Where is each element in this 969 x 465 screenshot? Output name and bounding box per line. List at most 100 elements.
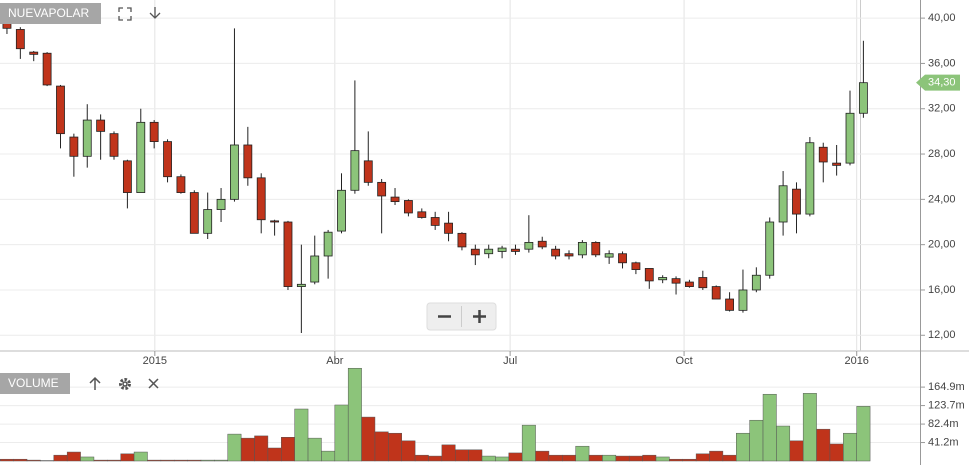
volume-bar bbox=[93, 459, 108, 462]
last-price-marker bbox=[916, 74, 960, 91]
candle-body bbox=[82, 119, 92, 157]
candle-body bbox=[604, 253, 614, 258]
volume-bar bbox=[829, 443, 844, 462]
volume-bar bbox=[173, 459, 188, 462]
settings-icon[interactable] bbox=[119, 378, 131, 390]
toolbar[interactable] bbox=[118, 7, 161, 21]
candle-body bbox=[725, 298, 734, 311]
candle-body bbox=[203, 209, 213, 234]
volume-bar bbox=[441, 444, 456, 462]
candle-body bbox=[792, 188, 801, 215]
candle-body bbox=[109, 133, 119, 157]
candle-body bbox=[564, 253, 574, 257]
y-tick-label: 36,00 bbox=[928, 57, 956, 69]
volume-bar bbox=[749, 419, 764, 462]
candle-body bbox=[511, 248, 520, 252]
y-tick-label: 32,00 bbox=[928, 103, 956, 115]
volume-bar bbox=[133, 451, 148, 462]
volume-bar bbox=[53, 454, 68, 462]
candle-body bbox=[176, 176, 186, 193]
volume-bar bbox=[361, 416, 376, 462]
x-tick-label: Oct bbox=[676, 355, 693, 367]
candle-body bbox=[323, 231, 333, 257]
marks: 34,30 bbox=[0, 12, 960, 462]
candle-body bbox=[350, 150, 360, 191]
volume-bar bbox=[856, 406, 871, 462]
candle-body bbox=[122, 160, 132, 193]
candle-body bbox=[658, 277, 668, 281]
candle-body bbox=[390, 196, 400, 203]
volume-bar bbox=[428, 455, 443, 462]
candle-body bbox=[430, 217, 440, 226]
grid: 2015 Abr Jul Oct 2016 12,00 16,00 20,00 24,00 28,… bbox=[0, 0, 965, 448]
volume-bar bbox=[521, 424, 536, 462]
candle-body bbox=[591, 241, 601, 256]
last-price-label: 34,30 bbox=[928, 77, 956, 89]
volume-bar bbox=[107, 459, 121, 462]
volume-bar bbox=[374, 431, 389, 462]
title-box: NUEVAPOLAR bbox=[0, 3, 101, 24]
candle-body bbox=[738, 289, 748, 311]
volume-bar bbox=[307, 437, 322, 462]
volume-tick-label: 164.9m bbox=[928, 381, 965, 393]
volume-bar bbox=[414, 454, 429, 462]
volume-bar bbox=[736, 432, 750, 462]
candle-body bbox=[671, 278, 681, 284]
volume-bar bbox=[535, 450, 550, 462]
candle-body bbox=[858, 82, 868, 114]
volume-bar bbox=[562, 454, 576, 462]
volume-bar bbox=[200, 459, 215, 462]
volume-bar bbox=[468, 449, 483, 462]
candle-body bbox=[243, 144, 253, 179]
volume-bar bbox=[80, 456, 95, 462]
zoom-controls[interactable] bbox=[426, 302, 497, 331]
candle-body bbox=[818, 146, 828, 163]
candle-body bbox=[417, 211, 427, 218]
candle-body bbox=[805, 142, 815, 215]
volume-bar bbox=[508, 452, 523, 462]
volume-bar bbox=[709, 450, 724, 462]
candle-body bbox=[189, 192, 199, 234]
volume-bar bbox=[816, 428, 831, 462]
candle-body bbox=[256, 177, 266, 221]
volume-bar bbox=[160, 459, 175, 462]
y-tick-label: 24,00 bbox=[928, 193, 956, 205]
candle-body bbox=[15, 29, 25, 50]
volume-tick-label: 123.7m bbox=[928, 399, 965, 411]
up-icon[interactable] bbox=[89, 376, 101, 390]
volume-bar bbox=[147, 459, 162, 462]
candle-body bbox=[618, 253, 627, 264]
volume-bar bbox=[0, 458, 14, 462]
candle-body bbox=[524, 241, 534, 250]
fullscreen-icon[interactable] bbox=[118, 7, 132, 21]
candle-body bbox=[216, 198, 226, 210]
candle-body bbox=[631, 262, 641, 270]
volume-toolbar[interactable] bbox=[89, 376, 159, 390]
volume-bar bbox=[669, 458, 683, 462]
candle-body bbox=[751, 274, 761, 291]
volume-bar bbox=[575, 445, 590, 462]
candle-body bbox=[230, 144, 239, 200]
volume-bar bbox=[254, 435, 269, 462]
volume-tick-label: 41.2m bbox=[928, 436, 959, 448]
candle-body bbox=[832, 162, 842, 166]
candle-body bbox=[29, 51, 39, 55]
volume-bar bbox=[682, 458, 697, 462]
close-icon[interactable] bbox=[148, 378, 159, 389]
candle-body bbox=[537, 240, 547, 248]
volume-bar bbox=[388, 432, 402, 462]
candle-body bbox=[149, 121, 159, 142]
volume-bar bbox=[281, 437, 295, 462]
volume-bar bbox=[401, 440, 416, 462]
zoom-in[interactable] bbox=[473, 310, 486, 323]
candle-body bbox=[457, 232, 467, 248]
download-icon[interactable] bbox=[149, 7, 161, 19]
candle-body bbox=[283, 221, 293, 287]
y-tick-label: 12,00 bbox=[928, 329, 956, 341]
volume-bar bbox=[722, 454, 737, 462]
volume-bar bbox=[615, 455, 630, 462]
candle-body bbox=[778, 185, 788, 223]
volume-bar bbox=[454, 449, 469, 462]
settings-hub bbox=[122, 381, 128, 387]
